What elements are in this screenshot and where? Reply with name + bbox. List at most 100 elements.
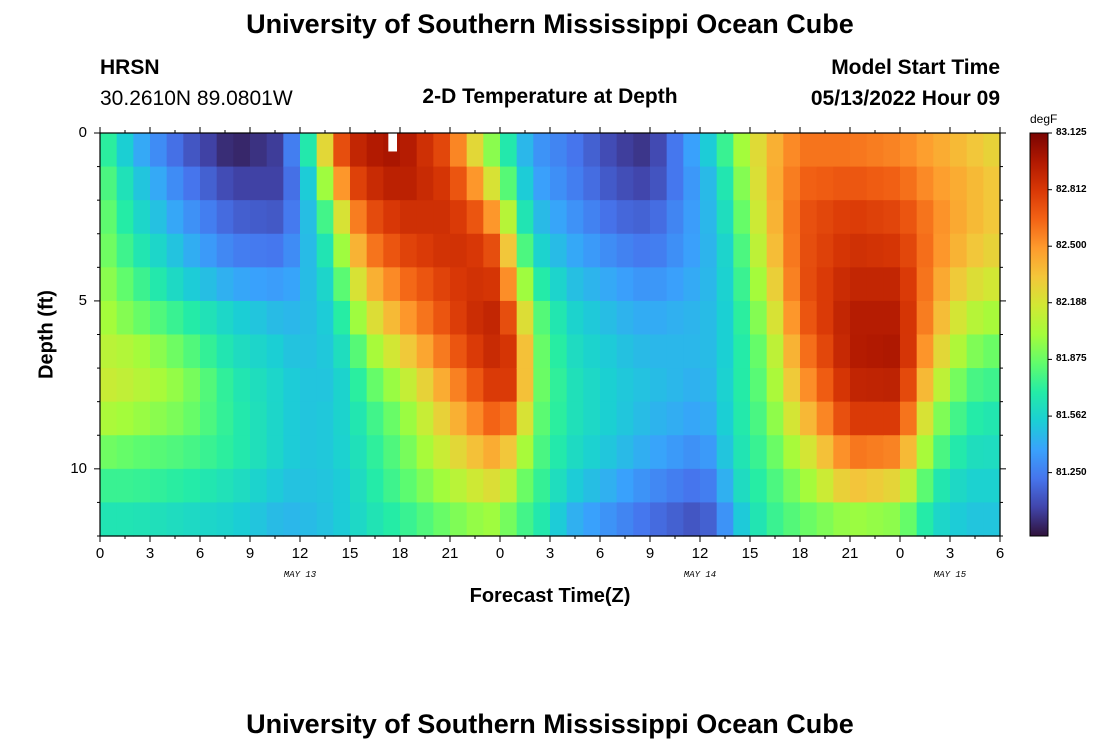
- heatmap-cell: [416, 435, 434, 470]
- heatmap-cell: [966, 133, 984, 168]
- x-tick-label: 6: [995, 545, 1005, 562]
- heatmap-cell: [983, 401, 1001, 436]
- heatmap-cell: [433, 435, 451, 470]
- heatmap-cell: [750, 435, 768, 470]
- heatmap-cell: [116, 267, 134, 302]
- heatmap-cell: [950, 267, 968, 302]
- heatmap-cell: [950, 133, 968, 168]
- heatmap-cell: [350, 133, 368, 168]
- heatmap-cell: [333, 435, 351, 470]
- heatmap-cell: [216, 267, 234, 302]
- heatmap-cell: [150, 468, 168, 504]
- heatmap-cell: [633, 401, 651, 436]
- x-tick-label: 3: [945, 545, 955, 562]
- heatmap-cell: [450, 166, 468, 201]
- heatmap-cell: [766, 368, 784, 403]
- heatmap-cell: [300, 435, 318, 470]
- heatmap-cell: [866, 300, 884, 336]
- heatmap-cell: [900, 334, 918, 369]
- heatmap-cell: [883, 334, 901, 369]
- heatmap-cell: [733, 502, 751, 537]
- heatmap-cell: [816, 166, 834, 201]
- heatmap-cell: [800, 435, 818, 470]
- heatmap-cell: [650, 435, 668, 470]
- heatmap-cell: [766, 133, 784, 168]
- heatmap-cell: [416, 166, 434, 201]
- heatmap-cell: [383, 435, 401, 470]
- heatmap-cell: [533, 368, 551, 403]
- heatmap-cell: [183, 368, 201, 403]
- heatmap-cell: [733, 401, 751, 436]
- colorbar-tick-label: 81.250: [1056, 466, 1087, 478]
- heatmap-cell: [116, 502, 134, 537]
- y-tick-label: 0: [78, 124, 87, 141]
- heatmap-cell: [616, 300, 634, 336]
- heatmap-cell: [850, 435, 868, 470]
- station-name: HRSN: [100, 56, 160, 79]
- heatmap-cell: [133, 334, 151, 369]
- heatmap-cell: [700, 166, 718, 201]
- heatmap-cell: [100, 401, 118, 436]
- heatmap-cell: [250, 166, 268, 201]
- heatmap-cell: [450, 401, 468, 436]
- heatmap-cell: [766, 233, 784, 268]
- heatmap-cell: [500, 267, 518, 302]
- heatmap-cell: [433, 368, 451, 403]
- heatmap-cell: [533, 334, 551, 369]
- heatmap-cell: [466, 200, 484, 235]
- heatmap-cell: [716, 368, 734, 403]
- heatmap-cell: [316, 334, 334, 369]
- heatmap-cell: [433, 133, 451, 168]
- heatmap-cell: [516, 368, 534, 403]
- heatmap-cell: [300, 368, 318, 403]
- heatmap-cell: [850, 401, 868, 436]
- heatmap-cell: [150, 166, 168, 201]
- heatmap-cell: [216, 435, 234, 470]
- heatmap-cell: [316, 468, 334, 504]
- heatmap-cell: [733, 334, 751, 369]
- heatmap-cell: [650, 166, 668, 201]
- heatmap-cell: [850, 133, 868, 168]
- heatmap-cell: [166, 133, 184, 168]
- heatmap-cell: [433, 300, 451, 336]
- heatmap-cell: [433, 468, 451, 504]
- heatmap-cell: [366, 267, 384, 302]
- heatmap-cell: [816, 368, 834, 403]
- heatmap-cell: [583, 267, 601, 302]
- heatmap-cell: [833, 200, 851, 235]
- x-tick-label: 3: [545, 545, 555, 562]
- colorbar-tick-label: 81.875: [1056, 353, 1087, 365]
- heatmap-cell: [283, 401, 301, 436]
- heatmap-cell: [466, 502, 484, 537]
- heatmap-cell: [183, 267, 201, 302]
- heatmap-cell: [783, 401, 801, 436]
- heatmap-cell: [766, 401, 784, 436]
- heatmap-cell: [183, 502, 201, 537]
- heatmap-cell: [133, 468, 151, 504]
- heatmap-cell: [850, 267, 868, 302]
- heatmap-cell: [816, 267, 834, 302]
- heatmap-cell: [500, 401, 518, 436]
- heatmap-cell: [283, 334, 301, 369]
- heatmap-cell: [883, 233, 901, 268]
- heatmap-cell: [466, 334, 484, 369]
- heatmap-cell: [133, 401, 151, 436]
- heatmap-cell: [600, 435, 618, 470]
- colorbar-tick-label: 81.562: [1056, 410, 1087, 422]
- heatmap-cell: [566, 267, 584, 302]
- heatmap-cell: [100, 267, 118, 302]
- heatmap-cell: [200, 401, 218, 436]
- heatmap-cell: [166, 267, 184, 302]
- heatmap-cell: [183, 468, 201, 504]
- heatmap-cell: [483, 233, 501, 268]
- heatmap-cell: [116, 233, 134, 268]
- heatmap-cell: [350, 267, 368, 302]
- heatmap-cell: [150, 300, 168, 336]
- heatmap-cell: [500, 300, 518, 336]
- heatmap-cell: [733, 233, 751, 268]
- heatmap-cell: [400, 334, 418, 369]
- heatmap-cell: [583, 166, 601, 201]
- heatmap-cell: [316, 502, 334, 537]
- heatmap-cell: [816, 468, 834, 504]
- heatmap-cell: [100, 334, 118, 369]
